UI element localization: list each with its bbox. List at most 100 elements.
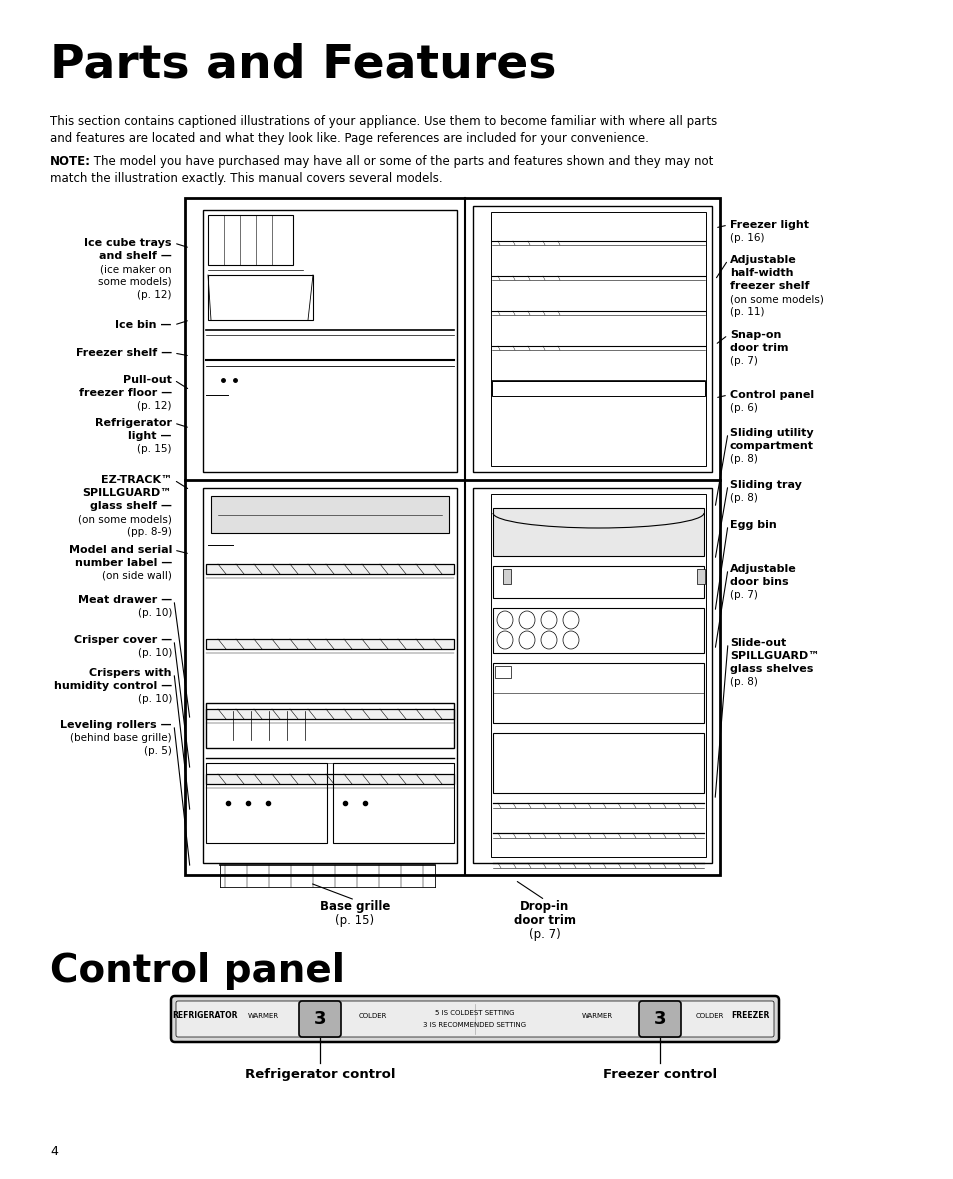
Text: some models): some models) [98,277,172,286]
Text: (p. 11): (p. 11) [729,307,763,317]
Bar [185,198,720,875]
Bar [206,703,454,747]
Text: humidity control —: humidity control — [53,681,172,691]
Text: Base grille: Base grille [319,900,390,913]
Text: Control panel: Control panel [50,951,345,990]
Bar [493,663,703,723]
Text: Crispers with: Crispers with [90,668,172,678]
Bar [211,496,449,533]
Text: COLDER: COLDER [695,1013,723,1019]
Bar [206,709,454,719]
Text: Meat drawer —: Meat drawer — [77,595,172,605]
Text: WARMER: WARMER [247,1013,278,1019]
Text: REFRIGERATOR: REFRIGERATOR [172,1012,237,1021]
Text: Crisper cover —: Crisper cover — [73,635,172,645]
Text: Freezer control: Freezer control [602,1068,717,1081]
Bar [206,639,454,648]
Text: Freezer light: Freezer light [729,220,808,230]
Text: light —: light — [129,432,172,441]
Text: SPILLGUARD™: SPILLGUARD™ [729,651,819,661]
Bar [208,275,313,320]
Text: Adjustable: Adjustable [729,564,796,574]
Text: NOTE:: NOTE: [50,154,91,167]
Text: (p. 12): (p. 12) [137,401,172,411]
Text: number label —: number label — [74,558,172,568]
Text: and features are located and what they look like. Page references are included f: and features are located and what they l… [50,132,648,145]
Bar [203,210,456,472]
Bar [495,666,511,678]
Text: SPILLGUARD™: SPILLGUARD™ [83,488,172,498]
Text: (p. 8): (p. 8) [729,493,757,503]
Bar [473,206,711,472]
Text: freezer shelf: freezer shelf [729,281,809,291]
Text: (on some models): (on some models) [729,294,823,304]
Bar [206,564,454,574]
Text: (p. 15): (p. 15) [335,914,375,927]
Text: (p. 5): (p. 5) [144,746,172,756]
Bar [203,488,456,863]
Text: (p. 10): (p. 10) [137,694,172,704]
Text: half-width: half-width [729,268,793,278]
Text: (p. 12): (p. 12) [137,290,172,299]
Text: (p. 7): (p. 7) [529,928,560,941]
Text: Snap-on: Snap-on [729,330,781,340]
Text: Sliding tray: Sliding tray [729,480,801,490]
Text: freezer floor —: freezer floor — [79,388,172,399]
Text: (p. 10): (p. 10) [137,648,172,658]
Text: WARMER: WARMER [580,1013,612,1019]
Bar [491,494,705,857]
Bar [493,733,703,793]
Text: (p. 8): (p. 8) [729,677,757,687]
Text: 5 IS COLDEST SETTING: 5 IS COLDEST SETTING [435,1010,515,1016]
Text: Egg bin: Egg bin [729,520,776,531]
FancyBboxPatch shape [171,996,779,1042]
FancyBboxPatch shape [175,1001,773,1038]
Text: 3 IS RECOMMENDED SETTING: 3 IS RECOMMENDED SETTING [423,1022,526,1028]
Text: (p. 7): (p. 7) [729,356,757,365]
Text: Pull-out: Pull-out [123,375,172,386]
Text: EZ-TRACK™: EZ-TRACK™ [101,475,172,485]
Text: 3: 3 [653,1010,665,1028]
Text: FREEZER: FREEZER [730,1012,768,1021]
Text: Parts and Features: Parts and Features [50,42,556,87]
Text: (on side wall): (on side wall) [102,571,172,581]
Bar [491,212,705,466]
Text: Refrigerator: Refrigerator [95,419,172,428]
Text: (p. 10): (p. 10) [137,608,172,618]
Text: Refrigerator control: Refrigerator control [245,1068,395,1081]
Bar [206,773,454,784]
Text: Slide-out: Slide-out [729,638,785,648]
Text: compartment: compartment [729,441,813,452]
Text: Control panel: Control panel [729,390,813,400]
Bar [493,566,703,598]
Bar [473,488,711,863]
Text: glass shelf —: glass shelf — [90,501,172,511]
Text: 3: 3 [314,1010,326,1028]
Text: door trim: door trim [729,343,788,353]
Text: This section contains captioned illustrations of your appliance. Use them to bec: This section contains captioned illustra… [50,116,717,129]
FancyBboxPatch shape [298,1001,340,1038]
Bar [333,763,454,843]
Text: (on some models): (on some models) [78,514,172,523]
Text: door trim: door trim [514,914,576,927]
Text: Adjustable: Adjustable [729,255,796,265]
Bar [493,508,703,556]
Text: Drop-in: Drop-in [519,900,569,913]
Bar [492,381,704,396]
Bar [493,608,703,653]
Text: Sliding utility: Sliding utility [729,428,813,439]
Text: Model and serial: Model and serial [69,545,172,555]
Text: COLDER: COLDER [358,1013,387,1019]
Bar [697,569,704,584]
Text: (p. 16): (p. 16) [729,233,763,243]
Text: The model you have purchased may have all or some of the parts and features show: The model you have purchased may have al… [90,154,713,167]
Bar [206,763,327,843]
Text: (p. 7): (p. 7) [729,590,757,600]
Bar [208,215,293,265]
Text: match the illustration exactly. This manual covers several models.: match the illustration exactly. This man… [50,172,442,185]
Text: and shelf —: and shelf — [99,251,172,261]
Text: Leveling rollers —: Leveling rollers — [60,720,172,730]
Text: (p. 6): (p. 6) [729,403,757,413]
Text: (p. 8): (p. 8) [729,454,757,465]
Text: 4: 4 [50,1145,58,1158]
